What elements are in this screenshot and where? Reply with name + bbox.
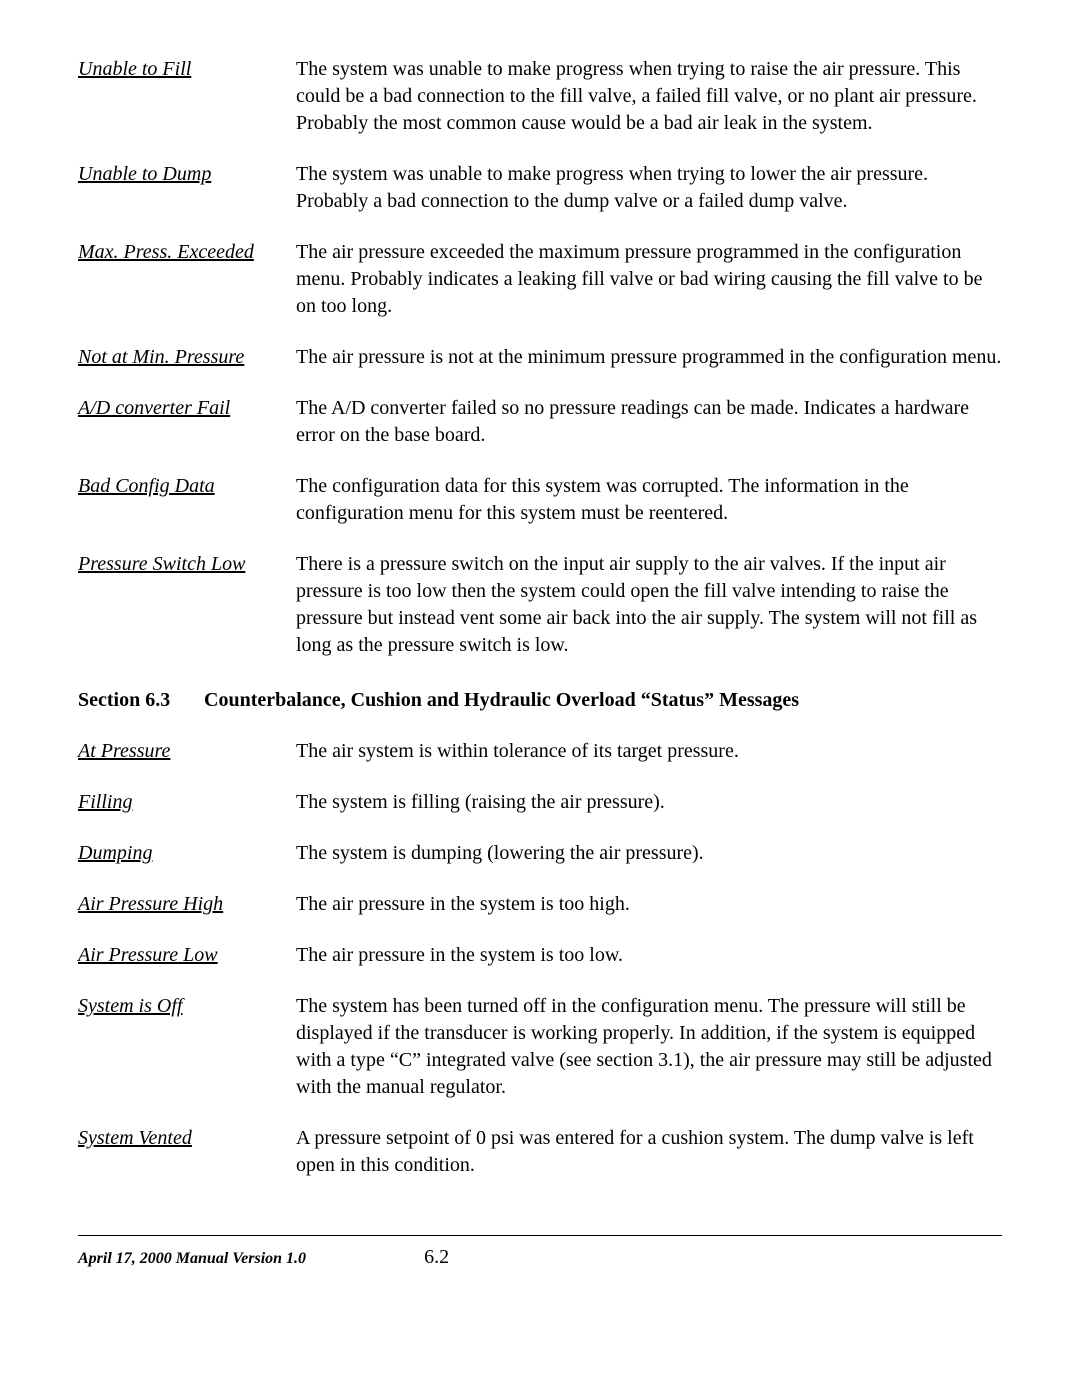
definition-description: The air pressure in the system is too hi… — [296, 891, 1002, 918]
definitions-list-1: Unable to FillThe system was unable to m… — [78, 56, 1002, 659]
definition-entry: A/D converter FailThe A/D converter fail… — [78, 395, 1002, 449]
definition-description: The system was unable to make progress w… — [296, 56, 1002, 137]
definition-description: The system is dumping (lowering the air … — [296, 840, 1002, 867]
footer-rule — [78, 1235, 1002, 1236]
definition-description: There is a pressure switch on the input … — [296, 551, 1002, 659]
definition-term: Air Pressure High — [78, 891, 296, 918]
definition-entry: Unable to FillThe system was unable to m… — [78, 56, 1002, 137]
definitions-list-2: At PressureThe air system is within tole… — [78, 738, 1002, 1179]
definition-entry: Unable to DumpThe system was unable to m… — [78, 161, 1002, 215]
definition-entry: Air Pressure HighThe air pressure in the… — [78, 891, 1002, 918]
definition-description: The air pressure is not at the minimum p… — [296, 344, 1002, 371]
definition-entry: Not at Min. PressureThe air pressure is … — [78, 344, 1002, 371]
definition-term: Dumping — [78, 840, 296, 867]
definition-term: Pressure Switch Low — [78, 551, 296, 578]
definition-entry: System is OffThe system has been turned … — [78, 993, 1002, 1101]
definition-entry: Air Pressure LowThe air pressure in the … — [78, 942, 1002, 969]
definition-entry: Pressure Switch LowThere is a pressure s… — [78, 551, 1002, 659]
definition-entry: DumpingThe system is dumping (lowering t… — [78, 840, 1002, 867]
definition-term: Unable to Fill — [78, 56, 296, 83]
definition-description: The system has been turned off in the co… — [296, 993, 1002, 1101]
definition-term: System Vented — [78, 1125, 296, 1152]
definition-entry: At PressureThe air system is within tole… — [78, 738, 1002, 765]
definition-description: The A/D converter failed so no pressure … — [296, 395, 1002, 449]
footer-page-number: 6.2 — [424, 1246, 449, 1269]
page-footer: April 17, 2000 Manual Version 1.0 6.2 — [78, 1246, 1002, 1269]
definition-description: The system was unable to make progress w… — [296, 161, 1002, 215]
definition-entry: FillingThe system is filling (raising th… — [78, 789, 1002, 816]
definition-term: A/D converter Fail — [78, 395, 296, 422]
definition-description: The configuration data for this system w… — [296, 473, 1002, 527]
definition-term: Unable to Dump — [78, 161, 296, 188]
definition-term: System is Off — [78, 993, 296, 1020]
definition-description: The air system is within tolerance of it… — [296, 738, 1002, 765]
definition-term: Not at Min. Pressure — [78, 344, 296, 371]
definition-description: The system is filling (raising the air p… — [296, 789, 1002, 816]
section-heading: Section 6.3 Counterbalance, Cushion and … — [78, 689, 1002, 712]
definition-entry: System VentedA pressure setpoint of 0 ps… — [78, 1125, 1002, 1179]
definition-entry: Max. Press. ExceededThe air pressure exc… — [78, 239, 1002, 320]
definition-entry: Bad Config DataThe configuration data fo… — [78, 473, 1002, 527]
definition-term: Air Pressure Low — [78, 942, 296, 969]
definition-description: A pressure setpoint of 0 psi was entered… — [296, 1125, 1002, 1179]
definition-term: Filling — [78, 789, 296, 816]
definition-description: The air pressure in the system is too lo… — [296, 942, 1002, 969]
section-label: Section 6.3 — [78, 689, 204, 712]
section-title: Counterbalance, Cushion and Hydraulic Ov… — [204, 689, 799, 712]
definition-term: At Pressure — [78, 738, 296, 765]
definition-term: Max. Press. Exceeded — [78, 239, 296, 266]
definition-term: Bad Config Data — [78, 473, 296, 500]
definition-description: The air pressure exceeded the maximum pr… — [296, 239, 1002, 320]
footer-date-version: April 17, 2000 Manual Version 1.0 — [78, 1250, 306, 1268]
